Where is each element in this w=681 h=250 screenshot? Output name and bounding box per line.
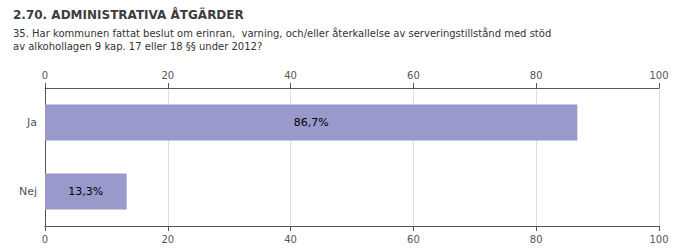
svg-text:40: 40 [284, 70, 297, 81]
svg-text:40: 40 [284, 234, 297, 245]
svg-text:100: 100 [649, 70, 668, 81]
svg-text:20: 20 [161, 70, 174, 81]
svg-text:0: 0 [42, 234, 48, 245]
svg-text:60: 60 [407, 234, 420, 245]
svg-text:20: 20 [161, 234, 174, 245]
svg-text:80: 80 [530, 70, 543, 81]
svg-text:60: 60 [407, 70, 420, 81]
svg-text:13,3%: 13,3% [68, 185, 103, 198]
svg-text:86,7%: 86,7% [294, 116, 329, 129]
svg-text:Ja: Ja [26, 116, 37, 129]
svg-text:av alkohollagen 9 kap. 17 elle: av alkohollagen 9 kap. 17 eller 18 §§ un… [13, 41, 262, 52]
svg-text:2.70. ADMINISTRATIVA ÅTGÄRDER: 2.70. ADMINISTRATIVA ÅTGÄRDER [13, 7, 244, 22]
svg-text:100: 100 [649, 234, 668, 245]
svg-text:35. Har kommunen fattat beslut: 35. Har kommunen fattat beslut om erinra… [13, 27, 551, 39]
svg-text:0: 0 [42, 70, 48, 81]
svg-text:Nej: Nej [19, 185, 37, 198]
svg-text:80: 80 [530, 234, 543, 245]
